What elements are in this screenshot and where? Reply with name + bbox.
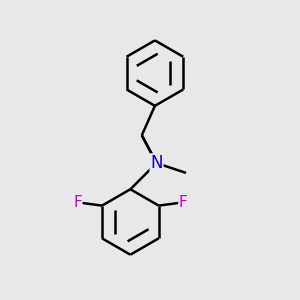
Text: N: N (150, 154, 163, 172)
Text: F: F (179, 195, 188, 210)
Text: F: F (73, 195, 82, 210)
